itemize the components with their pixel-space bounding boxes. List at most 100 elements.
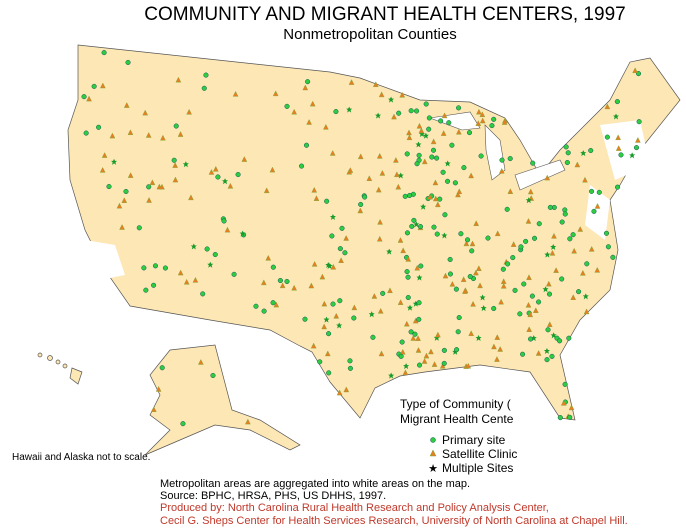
site-marker <box>584 261 590 267</box>
site-marker <box>309 100 316 107</box>
site-marker <box>431 361 438 367</box>
site-marker <box>542 286 549 293</box>
site-marker <box>570 294 577 300</box>
site-marker <box>454 347 460 353</box>
site-marker <box>160 134 166 141</box>
site-marker <box>302 84 309 91</box>
site-marker <box>414 264 421 271</box>
site-marker <box>636 119 642 125</box>
site-marker <box>545 280 552 287</box>
site-marker <box>109 132 116 139</box>
site-marker <box>253 303 259 309</box>
site-marker <box>546 291 553 297</box>
site-marker <box>421 158 428 165</box>
site-marker <box>410 335 417 341</box>
site-marker <box>127 172 134 178</box>
site-marker <box>270 300 276 306</box>
site-marker <box>324 198 330 204</box>
site-marker <box>449 280 456 287</box>
site-marker <box>441 232 448 239</box>
site-marker <box>580 150 587 157</box>
site-marker <box>125 59 131 66</box>
site-marker <box>329 233 335 239</box>
site-marker <box>299 163 305 169</box>
site-marker <box>527 311 534 318</box>
site-marker <box>313 195 320 201</box>
site-marker <box>603 230 610 236</box>
site-marker <box>336 389 343 396</box>
site-marker <box>446 120 452 126</box>
site-marker <box>476 108 482 115</box>
site-marker <box>475 120 482 126</box>
site-marker <box>200 291 206 297</box>
site-marker <box>375 186 382 193</box>
site-marker <box>452 348 459 355</box>
site-marker <box>150 406 157 412</box>
site-marker <box>576 289 582 295</box>
site-marker <box>330 301 336 307</box>
site-marker <box>464 237 471 243</box>
legend-title: Type of Community ( <box>400 397 511 411</box>
credit-line: Produced by: North Carolina Rural Health… <box>160 502 549 514</box>
site-marker <box>476 265 482 271</box>
footer-line: Source: BPHC, HRSA, PHS, US DHHS, 1997. <box>160 490 386 502</box>
legend-symbol <box>429 449 437 457</box>
site-marker <box>462 288 468 294</box>
site-marker <box>402 369 409 376</box>
footer-line: Metropolitan areas are aggregated into w… <box>160 478 470 490</box>
site-marker <box>232 90 239 97</box>
site-marker <box>212 251 218 258</box>
site-marker <box>405 294 411 301</box>
site-marker <box>145 132 152 138</box>
site-marker <box>435 331 441 338</box>
site-marker <box>317 359 323 365</box>
site-marker <box>224 226 231 233</box>
site-marker <box>291 108 298 115</box>
site-marker <box>152 263 159 269</box>
site-marker <box>377 218 383 225</box>
site-marker <box>499 157 505 163</box>
site-marker <box>394 171 400 178</box>
site-marker <box>273 301 280 308</box>
site-marker <box>357 153 364 160</box>
site-marker <box>159 365 165 371</box>
site-marker <box>479 294 486 301</box>
site-marker <box>99 166 106 173</box>
site-marker <box>461 165 467 171</box>
site-marker <box>615 134 621 141</box>
site-marker <box>146 197 152 203</box>
site-marker <box>412 331 418 337</box>
site-marker <box>406 304 413 311</box>
site-marker <box>370 334 376 340</box>
site-marker <box>432 195 439 202</box>
site-marker <box>119 224 125 230</box>
site-marker <box>177 131 184 137</box>
site-marker <box>368 311 375 318</box>
site-marker <box>629 152 636 159</box>
site-marker <box>375 112 382 119</box>
site-marker <box>347 167 354 173</box>
site-markers <box>81 50 642 427</box>
site-marker <box>284 103 290 109</box>
site-marker <box>136 225 142 231</box>
site-marker <box>562 207 568 213</box>
site-marker <box>306 119 312 125</box>
site-marker <box>412 300 419 307</box>
site-marker <box>421 358 428 364</box>
site-marker <box>469 248 475 254</box>
site-marker <box>337 246 343 252</box>
site-marker <box>434 155 440 161</box>
site-marker <box>441 347 447 353</box>
site-marker <box>498 298 504 305</box>
site-marker <box>560 399 567 406</box>
site-marker <box>547 204 553 210</box>
site-marker <box>393 157 399 163</box>
site-marker <box>270 264 276 270</box>
site-marker <box>372 81 379 87</box>
site-marker <box>192 276 199 283</box>
site-marker <box>329 150 336 156</box>
site-marker <box>469 240 476 247</box>
site-marker <box>101 152 108 158</box>
site-marker <box>500 266 506 272</box>
